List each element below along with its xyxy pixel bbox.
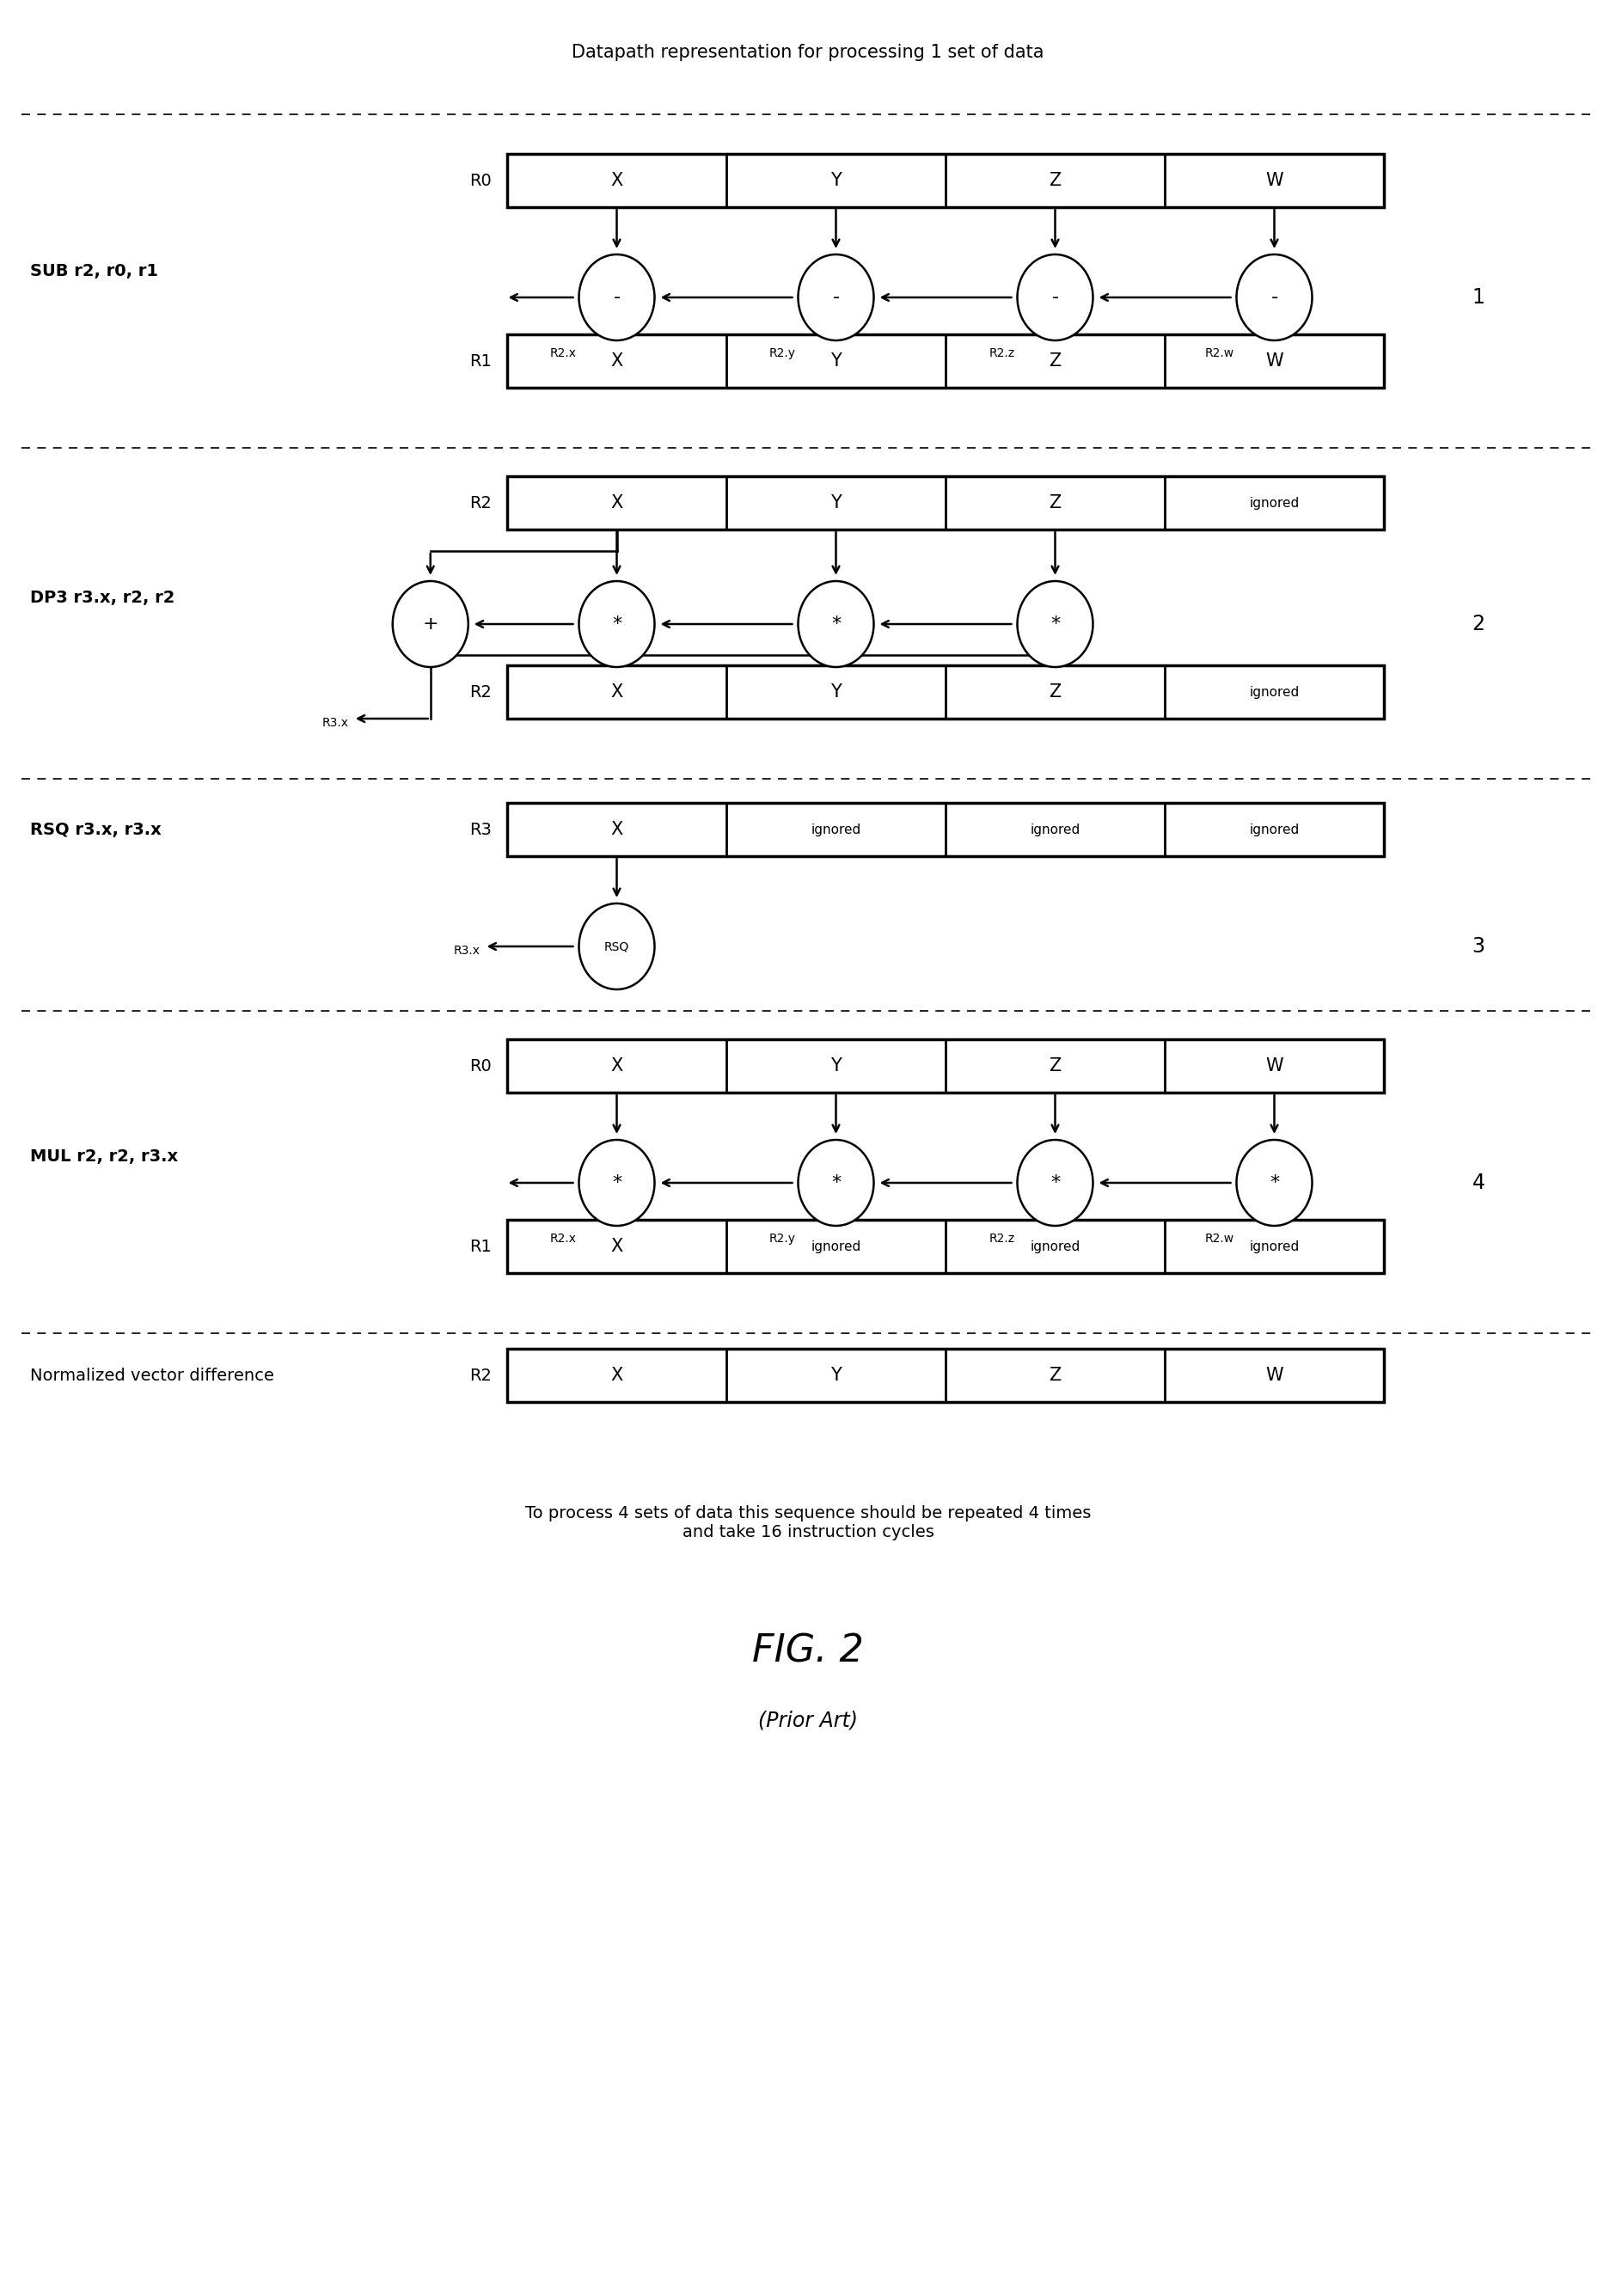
Text: X: X — [611, 1058, 622, 1075]
Text: *: * — [831, 615, 840, 634]
Text: R0: R0 — [470, 172, 491, 188]
Bar — [507, 666, 1383, 719]
Ellipse shape — [1018, 1139, 1092, 1226]
Text: R2.z: R2.z — [989, 1233, 1015, 1244]
Text: 3: 3 — [1472, 937, 1485, 957]
Text: X: X — [611, 1366, 622, 1384]
Text: FIG. 2: FIG. 2 — [751, 1632, 865, 1669]
Text: W: W — [1265, 1058, 1283, 1075]
Text: RSQ r3.x, r3.x: RSQ r3.x, r3.x — [31, 822, 162, 838]
Text: R2.w: R2.w — [1204, 347, 1235, 358]
Text: X: X — [611, 822, 622, 838]
Text: ignored: ignored — [811, 1240, 861, 1254]
Text: Y: Y — [831, 1366, 842, 1384]
Text: X: X — [611, 172, 622, 188]
Text: R2: R2 — [469, 494, 491, 512]
Bar — [507, 154, 1383, 207]
Ellipse shape — [1018, 581, 1092, 668]
Text: R2.w: R2.w — [1204, 1233, 1235, 1244]
Text: 1: 1 — [1472, 287, 1485, 308]
Text: R3: R3 — [469, 822, 491, 838]
Text: +: + — [422, 615, 438, 634]
Text: R2.y: R2.y — [769, 1233, 795, 1244]
Ellipse shape — [1018, 255, 1092, 340]
Text: ignored: ignored — [1029, 1240, 1079, 1254]
Text: ignored: ignored — [1249, 496, 1299, 510]
Text: R3.x: R3.x — [322, 716, 349, 728]
Text: Y: Y — [831, 172, 842, 188]
Bar — [507, 475, 1383, 530]
Text: Z: Z — [1049, 1058, 1062, 1075]
Ellipse shape — [579, 255, 654, 340]
Text: (Prior Art): (Prior Art) — [758, 1711, 858, 1731]
Text: W: W — [1265, 354, 1283, 370]
Text: -: - — [1052, 289, 1058, 305]
Text: Y: Y — [831, 684, 842, 700]
Text: R2.y: R2.y — [769, 347, 795, 358]
Ellipse shape — [579, 581, 654, 668]
Text: Normalized vector difference: Normalized vector difference — [31, 1366, 275, 1384]
Text: ignored: ignored — [1249, 822, 1299, 836]
Text: Y: Y — [831, 354, 842, 370]
Ellipse shape — [798, 1139, 874, 1226]
Text: Y: Y — [831, 494, 842, 512]
Text: -: - — [1270, 289, 1278, 305]
Text: DP3 r3.x, r2, r2: DP3 r3.x, r2, r2 — [31, 590, 175, 606]
Text: 4: 4 — [1472, 1173, 1485, 1194]
Text: X: X — [611, 1238, 622, 1256]
Text: Z: Z — [1049, 172, 1062, 188]
Text: R1: R1 — [469, 1238, 491, 1254]
Text: X: X — [611, 354, 622, 370]
Bar — [507, 335, 1383, 388]
Text: Z: Z — [1049, 684, 1062, 700]
Text: R2: R2 — [469, 1366, 491, 1384]
Text: X: X — [611, 494, 622, 512]
Text: Z: Z — [1049, 494, 1062, 512]
Bar — [507, 804, 1383, 856]
Text: Z: Z — [1049, 1366, 1062, 1384]
Text: 2: 2 — [1472, 613, 1485, 634]
Bar — [507, 1219, 1383, 1272]
Text: ignored: ignored — [811, 822, 861, 836]
Text: R2.x: R2.x — [549, 347, 577, 358]
Text: R1: R1 — [469, 354, 491, 370]
Bar — [507, 1040, 1383, 1093]
Ellipse shape — [1236, 255, 1312, 340]
Text: RSQ: RSQ — [604, 941, 629, 953]
Text: ignored: ignored — [1249, 1240, 1299, 1254]
Text: R2.z: R2.z — [989, 347, 1015, 358]
Text: *: * — [831, 1173, 840, 1192]
Ellipse shape — [1236, 1139, 1312, 1226]
Text: -: - — [612, 289, 621, 305]
Text: R2: R2 — [469, 684, 491, 700]
Text: W: W — [1265, 172, 1283, 188]
Text: SUB r2, r0, r1: SUB r2, r0, r1 — [31, 262, 158, 278]
Text: ignored: ignored — [1029, 822, 1079, 836]
Text: R3.x: R3.x — [454, 944, 480, 957]
Text: R2.x: R2.x — [549, 1233, 577, 1244]
Text: Datapath representation for processing 1 set of data: Datapath representation for processing 1… — [572, 44, 1044, 62]
Text: X: X — [611, 684, 622, 700]
Text: *: * — [612, 615, 622, 634]
Ellipse shape — [798, 255, 874, 340]
Text: W: W — [1265, 1366, 1283, 1384]
Text: R0: R0 — [470, 1058, 491, 1075]
Text: ignored: ignored — [1249, 687, 1299, 698]
Text: *: * — [612, 1173, 622, 1192]
Text: To process 4 sets of data this sequence should be repeated 4 times
and take 16 i: To process 4 sets of data this sequence … — [525, 1504, 1091, 1541]
Text: *: * — [1050, 1173, 1060, 1192]
Text: Z: Z — [1049, 354, 1062, 370]
Bar — [507, 1348, 1383, 1403]
Text: Y: Y — [831, 1058, 842, 1075]
Text: *: * — [1050, 615, 1060, 634]
Text: *: * — [1270, 1173, 1280, 1192]
Ellipse shape — [579, 902, 654, 990]
Ellipse shape — [579, 1139, 654, 1226]
Ellipse shape — [393, 581, 469, 668]
Text: MUL r2, r2, r3.x: MUL r2, r2, r3.x — [31, 1148, 178, 1164]
Ellipse shape — [798, 581, 874, 668]
Text: -: - — [832, 289, 839, 305]
